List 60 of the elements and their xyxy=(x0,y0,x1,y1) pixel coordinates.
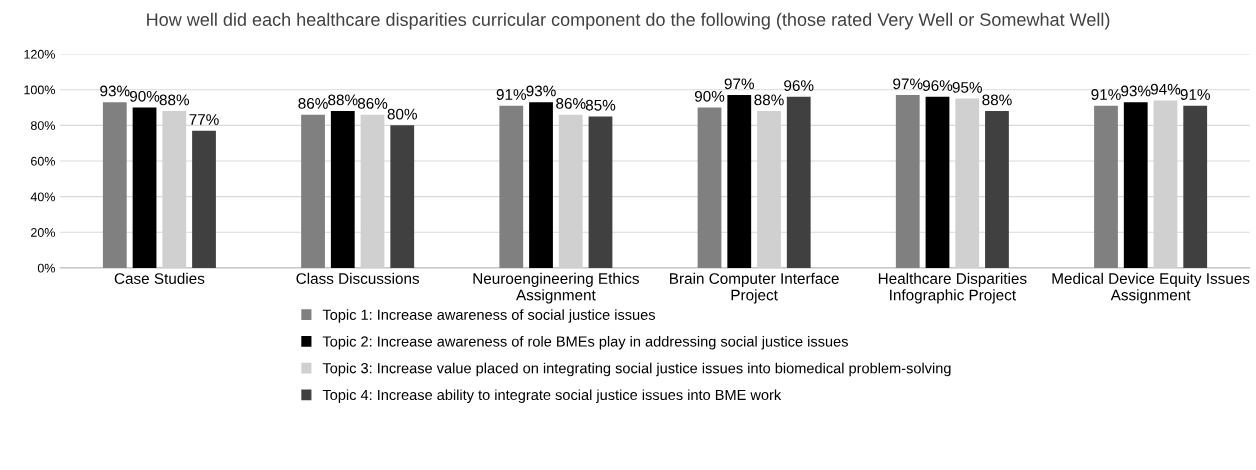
y-tick-label: 20% xyxy=(31,228,55,237)
legend-label: Topic 2: Increase awareness of role BMEs play in addressing social justice issues xyxy=(322,335,848,350)
x-tick-label: Case Studies xyxy=(114,272,205,284)
x-tick-label: Healthcare Disparities Infographic Project xyxy=(878,272,1027,304)
data-label: 77% xyxy=(189,114,219,125)
data-label: 88% xyxy=(328,94,358,106)
y-tick-label: 0% xyxy=(37,263,55,273)
x-tick-label: Neuroengineering Ethics Assignment xyxy=(473,272,639,304)
bar xyxy=(1183,105,1208,268)
bar xyxy=(499,105,524,268)
data-label: 88% xyxy=(982,94,1012,106)
bar xyxy=(132,107,157,268)
bar xyxy=(390,125,415,268)
bar xyxy=(697,107,722,268)
data-label: 86% xyxy=(357,98,388,109)
data-label: 91% xyxy=(496,89,527,100)
data-label: 91% xyxy=(1091,89,1121,100)
data-label: 90% xyxy=(694,90,725,102)
data-label: 90% xyxy=(129,90,160,102)
data-label: 97% xyxy=(893,78,923,90)
bar xyxy=(588,116,613,268)
x-tick-label: Medical Device Equity Issues Assignment xyxy=(1052,272,1250,304)
bar xyxy=(102,102,127,268)
legend-label: Topic 4: Increase ability to integrate social justice issues into BME work xyxy=(322,389,782,403)
legend-label: Topic 1: Increase awareness of social justice issues xyxy=(322,309,656,323)
data-label: 93% xyxy=(100,85,130,97)
y-tick-label: 80% xyxy=(30,121,55,130)
data-label: 96% xyxy=(784,80,814,92)
data-label: 95% xyxy=(952,81,982,93)
bar xyxy=(895,95,920,268)
data-label: 94% xyxy=(1150,83,1181,95)
data-label: 93% xyxy=(526,85,556,97)
y-tick-label: 40% xyxy=(30,192,55,202)
legend-label: Topic 3: Increase value placed on integrating social justice issues into biomedical problem-solving xyxy=(322,362,951,377)
data-label: 88% xyxy=(754,94,784,106)
data-label: 80% xyxy=(387,108,417,120)
bar xyxy=(301,114,325,268)
bar xyxy=(786,96,811,268)
bar xyxy=(529,102,553,268)
data-label: 88% xyxy=(159,94,190,106)
data-label: 93% xyxy=(1121,85,1151,97)
chart-title: How well did each healthcare disparities curricular component do the following (those rated Very Well or Somewhat Well) xyxy=(147,12,1110,30)
data-label: 86% xyxy=(556,98,586,109)
x-tick-label: Brain Computer Interface Project xyxy=(670,272,839,304)
bar xyxy=(192,130,216,268)
data-label: 86% xyxy=(298,98,328,109)
bar xyxy=(1123,102,1148,268)
data-label: 97% xyxy=(724,78,754,90)
bar xyxy=(330,111,355,268)
data-label: 91% xyxy=(1180,89,1210,100)
bar xyxy=(727,95,752,268)
bar xyxy=(985,111,1009,268)
data-label: 85% xyxy=(585,99,616,111)
y-tick-label: 60% xyxy=(31,156,55,166)
y-tick-label: 120% xyxy=(24,49,55,59)
data-label: 96% xyxy=(922,80,953,92)
bar xyxy=(1094,105,1118,268)
x-tick-label: Class Discussions xyxy=(296,272,420,284)
bar xyxy=(925,96,950,268)
y-tick-label: 100% xyxy=(24,85,55,95)
